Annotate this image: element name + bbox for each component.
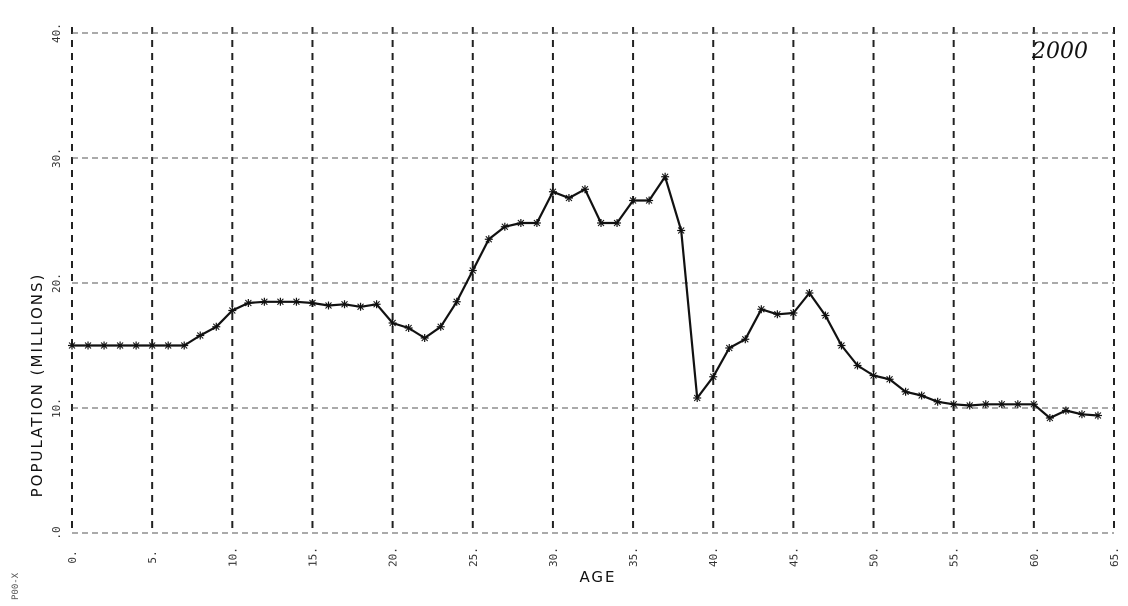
data-point-10 xyxy=(228,306,237,315)
data-point-27 xyxy=(500,222,509,231)
data-point-29 xyxy=(532,219,541,227)
data-point-26 xyxy=(484,235,493,244)
data-point-50 xyxy=(869,371,878,380)
data-point-28 xyxy=(516,219,525,227)
data-markers xyxy=(68,172,1102,422)
data-point-39 xyxy=(693,394,702,402)
data-point-5 xyxy=(148,341,157,350)
data-point-58 xyxy=(997,400,1006,409)
data-point-63 xyxy=(1077,410,1086,419)
data-point-45 xyxy=(789,309,798,317)
y-tick-label-4: 40. xyxy=(50,23,63,43)
data-point-41 xyxy=(725,344,734,352)
data-point-44 xyxy=(773,310,782,319)
data-point-0 xyxy=(68,341,76,350)
data-point-42 xyxy=(741,335,750,344)
x-tick-label-7: 35. xyxy=(627,547,640,567)
data-point-11 xyxy=(244,299,253,307)
x-tick-label-3: 15. xyxy=(306,547,319,567)
y-tick-label-0: .0 xyxy=(50,526,63,539)
data-point-35 xyxy=(629,196,638,205)
data-point-51 xyxy=(885,375,894,384)
data-point-43 xyxy=(757,305,766,314)
data-point-24 xyxy=(452,297,461,306)
data-point-36 xyxy=(645,196,654,205)
data-point-25 xyxy=(468,266,477,275)
x-tick-label-8: 40. xyxy=(707,547,720,567)
data-point-49 xyxy=(853,361,862,370)
x-tick-label-1: 5. xyxy=(146,550,159,563)
data-point-32 xyxy=(580,185,589,194)
data-point-18 xyxy=(356,302,365,311)
data-point-64 xyxy=(1093,411,1102,420)
data-point-7 xyxy=(180,341,189,350)
data-point-9 xyxy=(212,322,221,331)
data-point-20 xyxy=(388,319,397,327)
data-point-60 xyxy=(1029,400,1038,409)
data-point-16 xyxy=(324,301,333,310)
data-point-12 xyxy=(260,297,269,306)
data-point-19 xyxy=(372,300,381,309)
data-point-48 xyxy=(837,341,846,350)
data-point-13 xyxy=(276,297,285,306)
data-point-62 xyxy=(1061,406,1070,415)
data-point-8 xyxy=(196,331,205,340)
data-point-17 xyxy=(340,300,349,309)
data-point-22 xyxy=(420,334,429,342)
grid xyxy=(71,27,1115,534)
data-point-21 xyxy=(404,324,413,332)
data-point-1 xyxy=(84,341,93,350)
data-point-23 xyxy=(436,322,445,331)
x-tick-label-2: 10. xyxy=(226,547,239,567)
data-point-6 xyxy=(164,341,173,350)
data-point-56 xyxy=(965,401,974,410)
data-point-54 xyxy=(933,397,942,406)
data-point-59 xyxy=(1013,400,1022,409)
series-line xyxy=(72,175,1099,420)
y-axis-ticks: .0 10. 20. 30. 40. xyxy=(50,23,63,540)
data-point-2 xyxy=(100,341,109,350)
y-tick-label-3: 30. xyxy=(50,148,63,168)
data-point-46 xyxy=(805,289,814,297)
y-tick-label-1: 10. xyxy=(50,398,63,418)
data-point-4 xyxy=(132,341,141,350)
x-tick-label-11: 55. xyxy=(948,547,961,567)
x-tick-label-9: 45. xyxy=(787,547,800,567)
data-point-38 xyxy=(677,226,686,235)
data-point-33 xyxy=(597,219,606,227)
x-tick-label-4: 20. xyxy=(387,547,400,567)
data-point-31 xyxy=(564,194,573,202)
y-axis-label: POPULATION (MILLIONS) xyxy=(28,273,46,498)
x-tick-label-10: 50. xyxy=(868,547,881,567)
data-point-57 xyxy=(981,400,990,409)
data-point-15 xyxy=(308,299,317,307)
data-point-30 xyxy=(548,187,557,196)
year-annotation: 2000 xyxy=(1031,39,1088,64)
data-point-53 xyxy=(917,391,926,400)
y-tick-label-2: 20. xyxy=(50,273,63,293)
data-point-52 xyxy=(901,387,910,396)
data-point-47 xyxy=(821,311,830,320)
data-point-37 xyxy=(661,172,670,181)
x-tick-label-12: 60. xyxy=(1028,547,1041,567)
data-point-14 xyxy=(292,297,301,306)
data-point-3 xyxy=(116,341,125,350)
data-point-34 xyxy=(613,219,622,227)
corner-label: P00-X xyxy=(11,572,21,600)
x-tick-label-0: 0. xyxy=(66,550,79,563)
x-axis-label: AGE xyxy=(579,568,616,586)
data-point-55 xyxy=(949,400,958,409)
data-point-40 xyxy=(709,372,718,381)
x-tick-label-5: 25. xyxy=(467,547,480,567)
x-tick-label-6: 30. xyxy=(547,547,560,567)
x-tick-label-13: 65. xyxy=(1108,547,1121,567)
x-axis-ticks: 0. 5. 10. 15. 20. 25. 30. 35. 40. 45. 50. 55. 60. 65. xyxy=(66,547,1121,567)
data-point-61 xyxy=(1045,414,1054,422)
